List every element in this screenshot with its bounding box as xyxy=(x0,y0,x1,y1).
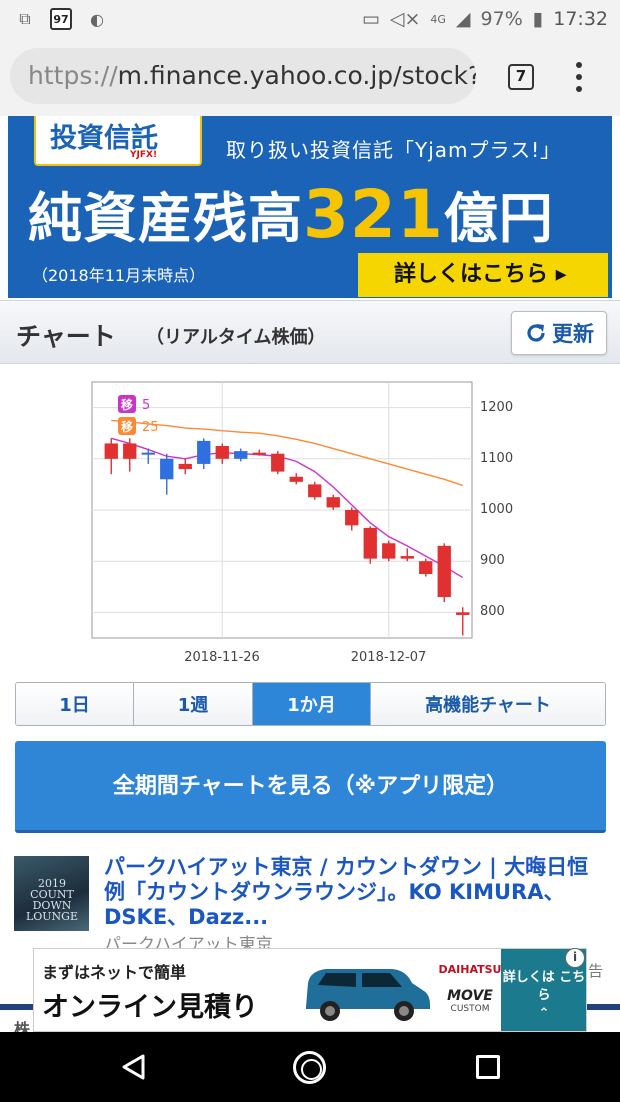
chevron-up-icon: ⌃ xyxy=(538,1006,550,1021)
candle-body xyxy=(363,527,377,559)
candle-body xyxy=(400,556,414,559)
clock: 17:32 xyxy=(553,8,608,30)
ma-legend-period: 5 xyxy=(142,398,150,413)
refresh-icon xyxy=(527,324,545,342)
y-tick-label: 1000 xyxy=(480,502,514,517)
app-notification-icon: ◐ xyxy=(90,9,104,29)
ma-legend-badge xyxy=(118,395,136,413)
status-bar: ⧉ 97 ◐ ▭ ◁× 4G ◢ 97% ▮ 17:32 xyxy=(0,0,620,38)
x-tick-label: 2018-12-07 xyxy=(350,650,427,665)
recent-apps-icon[interactable] xyxy=(476,1055,500,1079)
x-tick-label: 2018-11-26 xyxy=(184,650,260,665)
tab-1week[interactable]: 1週 xyxy=(134,683,253,725)
candle-body xyxy=(141,452,155,455)
tab-1day[interactable]: 1日 xyxy=(16,683,134,725)
news-thumbnail-text: 2019 COUNT DOWN LOUNGE xyxy=(25,877,79,923)
banner-date-note: （2018年11月末時点） xyxy=(32,266,206,285)
ad-model-name: MOVE xyxy=(447,988,493,1004)
chart-plot: 移 5移 25 xyxy=(91,381,473,639)
y-tick-label: 800 xyxy=(480,604,505,620)
tab-switcher-button[interactable]: 7 xyxy=(508,64,534,90)
tab-advanced-chart[interactable]: 高機能チャート xyxy=(371,683,605,725)
cast-icon: ▭ xyxy=(361,8,380,30)
back-icon[interactable] xyxy=(120,1053,146,1081)
period-tabs: 1日 1週 1か月 高機能チャート xyxy=(15,682,606,726)
candle-body xyxy=(345,510,359,526)
banner-cta-button[interactable]: 詳しくはこちら ▸ xyxy=(358,253,608,297)
url-host: m.finance.yahoo.co.jp/stock? xyxy=(117,61,476,90)
chart-section-title: チャート xyxy=(16,322,116,351)
candle-body xyxy=(271,453,285,472)
browser-toolbar: https://m.finance.yahoo.co.jp/stock? 7 xyxy=(0,38,620,116)
ad-line-1: まずはネットで簡単 xyxy=(42,963,187,982)
ad-model-sub: CUSTOM xyxy=(450,1004,490,1014)
ad-cta-label: 詳しくは こちら xyxy=(502,970,586,1003)
candle-body xyxy=(419,561,433,574)
candle-body xyxy=(234,451,248,459)
home-icon[interactable] xyxy=(293,1051,326,1084)
chart-header: チャート （リアルタイム株価） 更新 xyxy=(0,300,620,364)
candle-body xyxy=(252,452,266,455)
candle-body xyxy=(104,443,118,459)
banner-subtitle: 取り扱い投資信託「Yjamプラス!」 xyxy=(226,138,562,162)
banner-headline: 純資産残高321億円 xyxy=(28,176,554,253)
battery-percent: 97% xyxy=(480,8,523,30)
candle-body xyxy=(308,484,322,498)
notification-badge-icon: 97 xyxy=(50,8,72,30)
candle-body xyxy=(215,446,229,459)
candle-body xyxy=(178,463,192,470)
ad-brand-name: DAIHATSU xyxy=(438,963,502,976)
news-thumbnail[interactable]: 2019 COUNT DOWN LOUNGE xyxy=(14,856,89,931)
candle-body xyxy=(289,476,303,482)
ma-legend-badge-text: 移 xyxy=(121,397,133,412)
candle-body xyxy=(456,612,470,615)
candle-body xyxy=(382,543,396,559)
y-tick-label: 1200 xyxy=(480,399,514,415)
network-label: 4G xyxy=(430,12,446,26)
ma-legend-period: 25 xyxy=(142,420,159,435)
chart-section-subtitle: （リアルタイム株価） xyxy=(146,327,326,348)
ad-label: 告 xyxy=(588,962,604,980)
tab-1month[interactable]: 1か月 xyxy=(253,683,371,725)
signal-icon: ◢ xyxy=(455,8,471,30)
price-chart: 移 5 移 25 1200 1100 1000 900 800 2018-11-26 2018-… xyxy=(0,366,620,678)
ad-brand: DAIHATSU MOVE CUSTOM xyxy=(410,963,530,1014)
bottom-ad[interactable]: まずはネットで簡単 オンライン見積り DAIHATSU MOVE CUSTOM … xyxy=(33,948,587,1032)
ma5-line xyxy=(111,437,464,579)
candle-body xyxy=(160,458,174,480)
ad-line-2: オンライン見積り xyxy=(42,992,258,1023)
banner-logo: 投資信託 YJFX! xyxy=(34,116,202,166)
candle-body xyxy=(197,440,211,464)
y-tick-label: 900 xyxy=(480,553,505,569)
ma25-line xyxy=(111,419,463,487)
car-image xyxy=(306,969,430,1021)
ad-info-icon[interactable]: i xyxy=(565,948,585,968)
ad-cta-button[interactable]: 詳しくは こちら ⌃ xyxy=(501,949,586,1031)
news-headline-link[interactable]: パークハイアット東京 / カウントダウン | 大晦日恒例「カウントダウンラウンジ… xyxy=(104,855,589,929)
candle-body xyxy=(326,497,340,508)
mute-icon: ◁× xyxy=(389,8,421,30)
url-field[interactable]: https://m.finance.yahoo.co.jp/stock? xyxy=(10,48,476,104)
android-nav-bar xyxy=(0,1032,620,1102)
browser-menu-icon[interactable] xyxy=(574,62,584,92)
candle-body xyxy=(437,545,451,598)
battery-icon: ▮ xyxy=(532,8,544,30)
notification-icon: ⧉ xyxy=(19,9,31,28)
refresh-button[interactable]: 更新 xyxy=(511,311,607,355)
full-period-chart-button[interactable]: 全期間チャートを見る（※アプリ限定） xyxy=(15,741,606,833)
ma-legend-badge xyxy=(118,417,136,435)
y-tick-label: 1100 xyxy=(480,450,514,466)
ma-legend-badge-text: 移 xyxy=(121,419,133,434)
promo-banner[interactable]: 投資信託 YJFX! 取り扱い投資信託「Yjamプラス!」 純資産残高321億円… xyxy=(8,116,612,298)
url-protocol: https:// xyxy=(28,61,118,90)
refresh-label: 更新 xyxy=(552,322,594,346)
candle-body xyxy=(123,443,137,459)
